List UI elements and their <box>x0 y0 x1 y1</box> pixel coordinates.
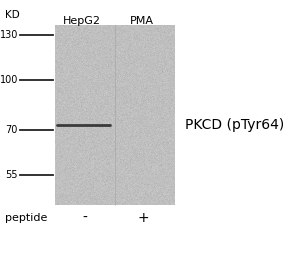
Text: PMA: PMA <box>130 16 154 26</box>
Text: KD: KD <box>5 10 20 20</box>
Text: -: - <box>83 211 87 225</box>
Text: 130: 130 <box>0 30 18 40</box>
Text: 100: 100 <box>0 75 18 85</box>
Text: PKCD (pTyr64): PKCD (pTyr64) <box>185 118 283 132</box>
Text: peptide: peptide <box>5 213 47 223</box>
Text: 55: 55 <box>5 170 18 180</box>
Text: 70: 70 <box>6 125 18 135</box>
Text: HepG2: HepG2 <box>63 16 101 26</box>
Text: +: + <box>137 211 149 225</box>
